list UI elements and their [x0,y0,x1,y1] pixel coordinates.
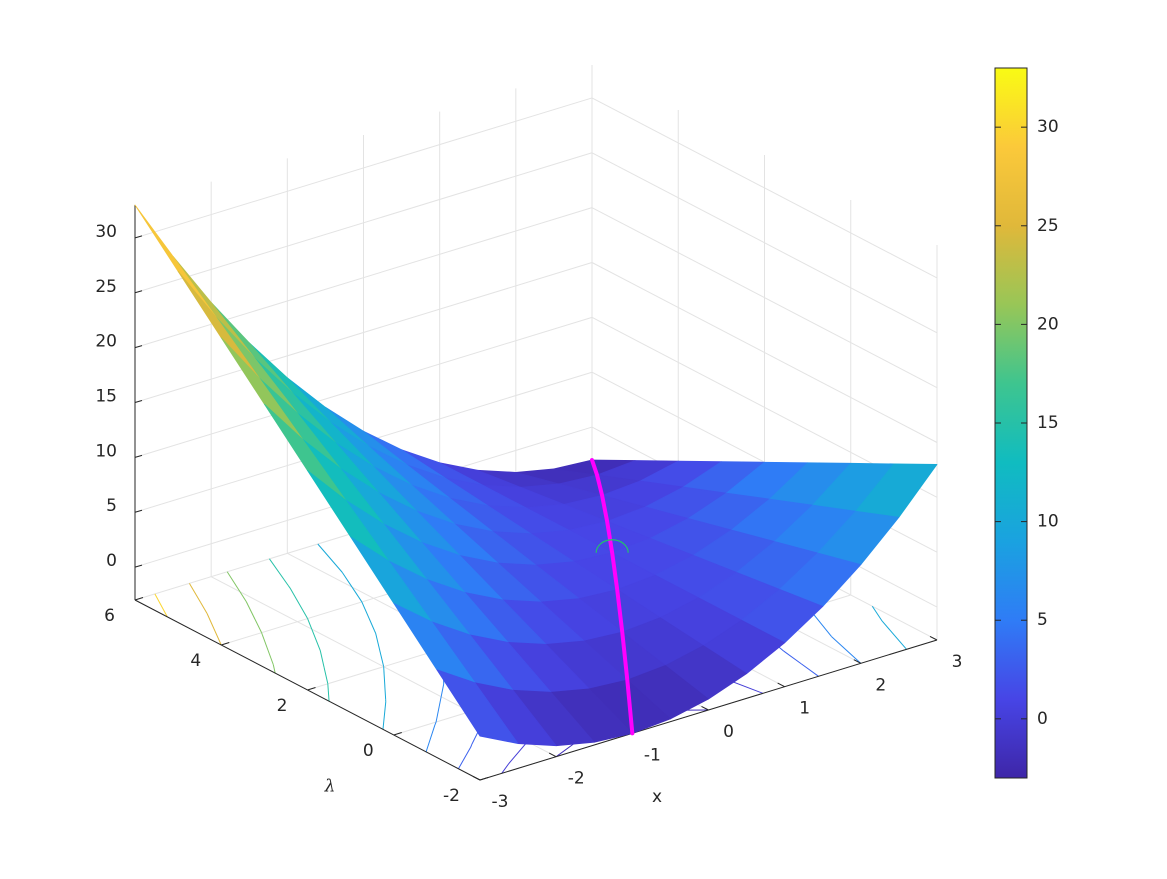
colorbar-tick-label: 0 [1037,709,1048,729]
colorbar-tick-label: 30 [1037,117,1059,137]
colorbar-tick-label: 20 [1037,314,1059,334]
z-tick-label: 10 [95,441,117,461]
colorbar-tick-label: 25 [1037,216,1059,236]
y-tick-label: 4 [190,651,201,671]
x-tick-label: 0 [723,722,734,742]
x-tick-label: 2 [875,675,886,695]
z-tick-label: 20 [95,332,117,352]
y-tick-label: 0 [363,741,374,761]
z-tick-label: 30 [95,222,117,242]
z-tick-label: 0 [106,551,117,571]
y-tick-label: 6 [104,606,115,626]
x-tick-label: -3 [492,792,509,812]
y-axis-label: λ [324,777,336,797]
z-tick-label: 15 [95,387,117,407]
x-tick-label: -2 [568,769,585,789]
z-tick-label: 25 [95,277,117,297]
x-axis-label: x [652,787,662,807]
x-tick-label: -1 [644,745,661,765]
colorbar-tick-label: 10 [1037,512,1059,532]
colorbar-tick-label: 5 [1037,610,1048,630]
y-tick-label: 2 [277,696,288,716]
x-tick-label: 1 [799,699,810,719]
y-tick-label: -2 [443,786,460,806]
colorbar-tick-label: 15 [1037,413,1059,433]
x-tick-label: 3 [952,652,963,672]
z-tick-label: 5 [106,496,117,516]
